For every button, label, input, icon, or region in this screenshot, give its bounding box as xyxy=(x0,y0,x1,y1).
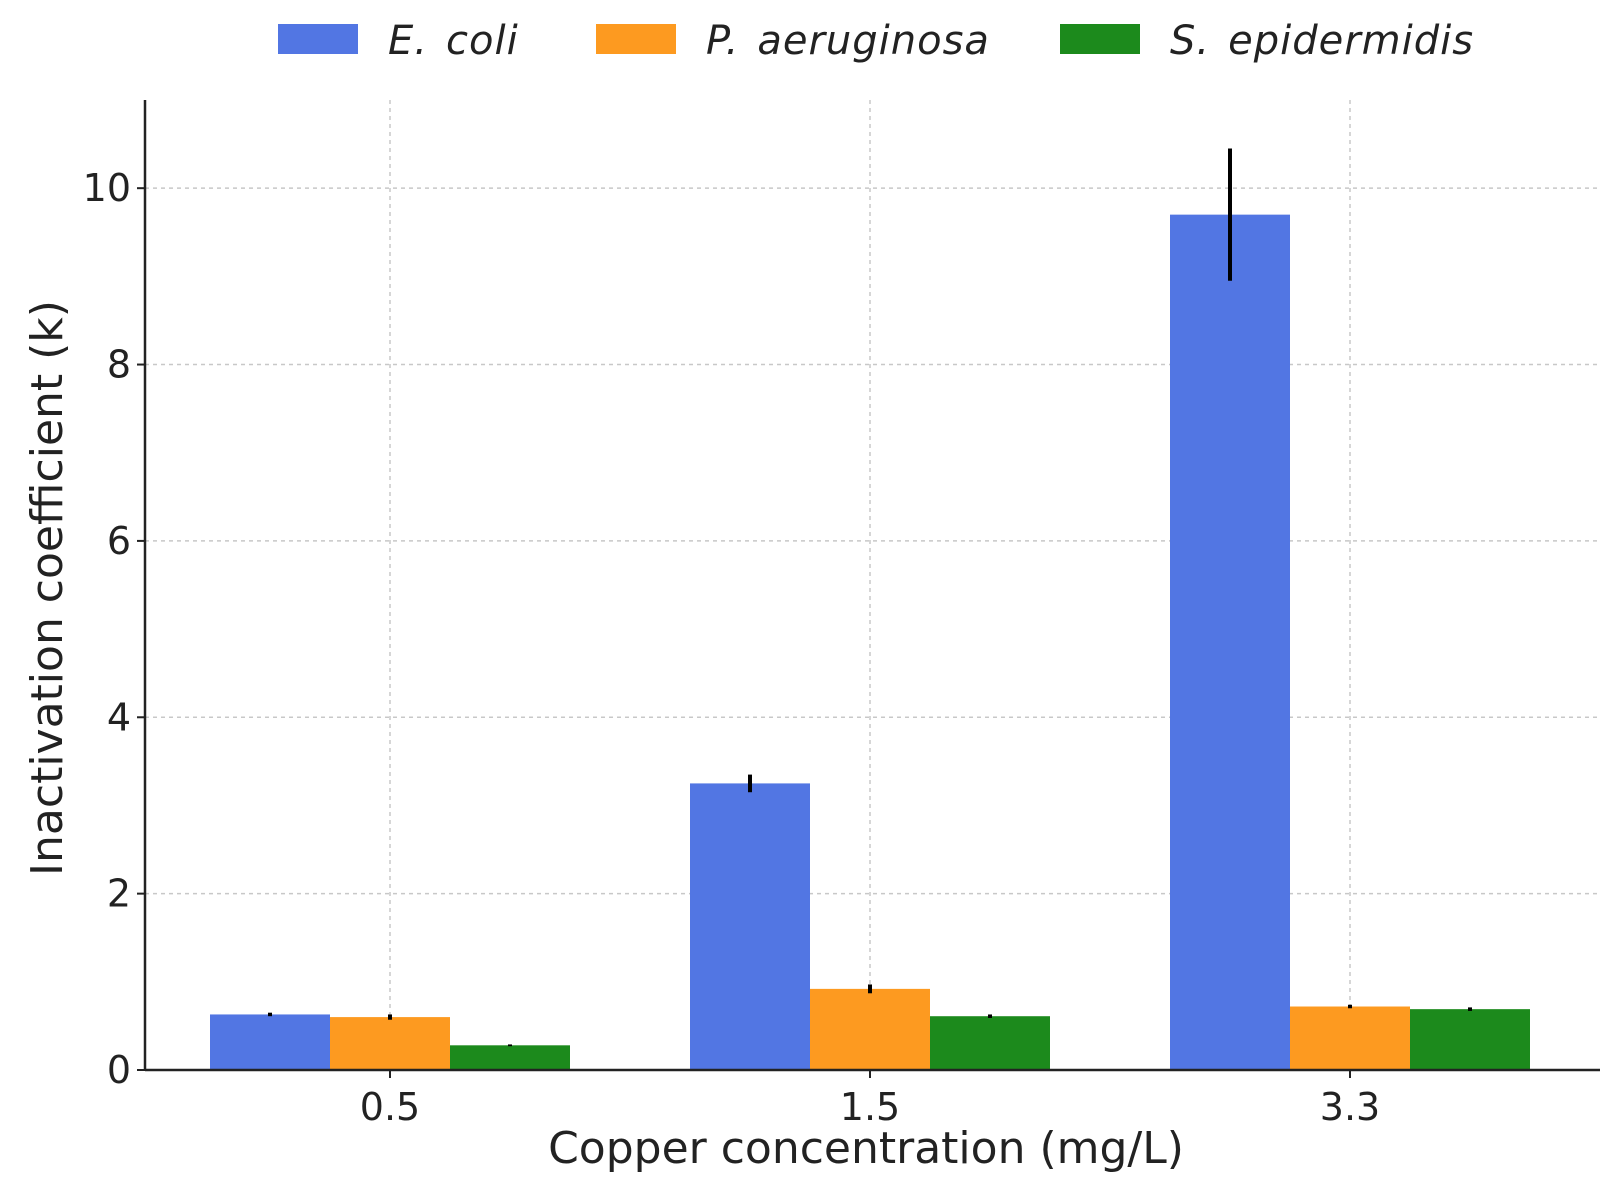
legend-label-part: E. xyxy=(388,18,428,64)
x-tick-label: 3.3 xyxy=(1320,1085,1380,1129)
x-tick-labels: 0.5 1.5 3.3 xyxy=(360,1070,1380,1129)
legend-swatch xyxy=(1060,24,1140,54)
y-tick-labels: 0 2 4 6 8 10 xyxy=(83,166,145,1092)
legend-swatch xyxy=(278,24,358,54)
legend: E. coli P. aeruginosa S. epidermidis xyxy=(278,18,1474,64)
legend-label-part: S. xyxy=(1170,18,1210,64)
y-tick-label: 6 xyxy=(107,519,131,563)
axes xyxy=(143,100,1600,1072)
legend-label: S. epidermidis xyxy=(1170,18,1474,64)
bar-s-epidermidis-3.3 xyxy=(1410,1009,1530,1070)
x-tick-label: 0.5 xyxy=(360,1085,420,1129)
bar-p-aeruginosa-3.3 xyxy=(1290,1006,1410,1070)
bar-p-aeruginosa-0.5 xyxy=(330,1017,450,1070)
legend-label-part: P. xyxy=(706,18,739,64)
bars xyxy=(210,214,1530,1071)
bar-e-coli-1.5 xyxy=(690,783,810,1070)
x-tick-label: 1.5 xyxy=(840,1085,900,1129)
x-axis-label: Copper concentration (mg/L) xyxy=(548,1123,1184,1174)
error-bars xyxy=(268,148,1472,1047)
y-tick-label: 8 xyxy=(107,343,131,387)
y-tick-label: 10 xyxy=(83,166,131,210)
grid-lines xyxy=(145,100,1600,1070)
y-tick-label: 0 xyxy=(107,1048,131,1092)
legend-label-part: epidermidis xyxy=(1228,18,1474,64)
bar-s-epidermidis-1.5 xyxy=(930,1016,1050,1070)
y-axis-label: Inactivation coefficient (k) xyxy=(22,300,73,876)
legend-label-part: aeruginosa xyxy=(757,18,990,64)
bar-s-epidermidis-0.5 xyxy=(450,1045,570,1070)
legend-label: P. aeruginosa xyxy=(706,18,990,64)
y-tick-label: 4 xyxy=(107,695,131,739)
legend-swatch xyxy=(596,24,676,54)
y-tick-label: 2 xyxy=(107,872,131,916)
bar-e-coli-3.3 xyxy=(1170,214,1290,1071)
bar-e-coli-0.5 xyxy=(210,1014,330,1070)
legend-label: E. coli xyxy=(388,18,519,64)
bar-p-aeruginosa-1.5 xyxy=(810,988,930,1070)
legend-label-part: coli xyxy=(446,18,519,64)
